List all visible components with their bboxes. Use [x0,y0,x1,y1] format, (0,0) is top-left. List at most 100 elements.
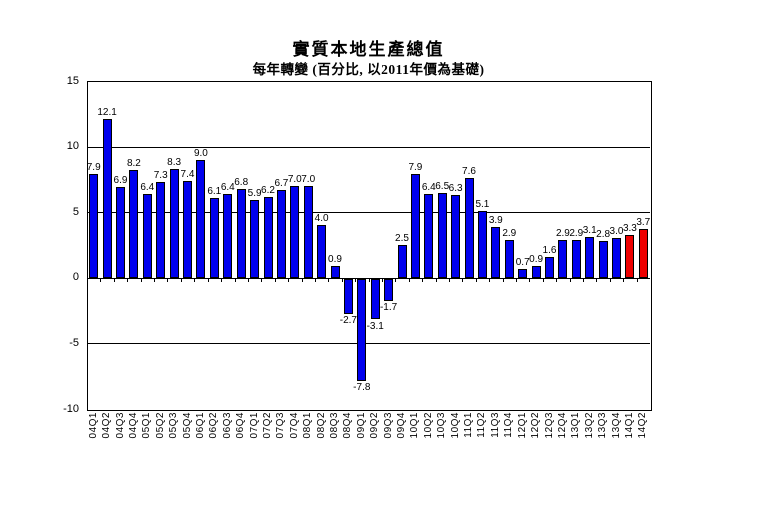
bar-10Q1 [410,174,420,278]
bar-11Q2 [477,210,487,278]
x-axis-label-04Q1: 04Q1 [87,412,99,439]
category-tick [475,277,477,282]
bar-07Q4 [290,186,300,278]
bar-value-label-05Q4: 7.4 [180,168,195,180]
bar-value-label-06Q2: 6.1 [207,185,222,197]
bar-value-label-06Q1: 9.0 [193,147,208,159]
bar-09Q4 [397,245,407,278]
category-tick [381,277,383,282]
bar-value-label-13Q2: 3.1 [582,225,597,237]
category-tick [368,277,370,282]
bar-value-label-12Q1: 0.7 [515,256,530,268]
bar-value-label-04Q2: 12.1 [97,107,117,118]
x-axis-label-07Q3: 07Q3 [275,412,287,439]
category-tick [489,277,491,282]
x-axis-label-05Q3: 05Q3 [168,412,180,439]
category-tick [154,277,155,282]
y-axis-label-10: 10 [66,140,79,153]
x-axis-label-11Q4: 11Q4 [503,412,515,438]
bar-value-label-08Q4: -2.7 [339,315,357,327]
x-axis-label-06Q1: 06Q1 [194,412,206,439]
bar-value-label-11Q1: 7.6 [462,166,476,178]
bar-value-label-13Q4: 3.0 [609,226,624,238]
category-tick [462,277,464,282]
category-tick [556,277,558,282]
bar-value-label-10Q1: 7.9 [408,162,423,174]
x-axis-label-08Q4: 08Q4 [342,412,354,439]
bar-value-label-12Q3: 1.6 [542,244,557,256]
x-axis-label-09Q4: 09Q4 [396,412,407,439]
bar-13Q2 [585,237,595,278]
bar-13Q3 [598,241,608,278]
category-tick [288,277,290,282]
category-tick [140,277,142,282]
category-tick [234,277,236,282]
bar-11Q1 [464,178,474,278]
bar-07Q2 [263,196,273,278]
bar-07Q1 [250,200,260,278]
x-axis-label-08Q2: 08Q2 [315,412,327,439]
bar-value-label-04Q1: 7.9 [86,162,101,174]
bar-14Q2 [638,229,648,278]
x-axis-label-04Q3: 04Q3 [114,412,126,439]
category-tick [180,277,182,282]
category-tick [127,277,129,282]
bar-value-label-06Q4: 6.8 [234,176,249,188]
x-axis-label-13Q1: 13Q1 [570,412,582,439]
x-axis-label-12Q3: 12Q3 [543,412,555,439]
bar-06Q2 [209,197,219,278]
bar-09Q1 [357,278,367,382]
bar-06Q3 [223,193,233,278]
bar-11Q4 [504,239,514,278]
category-tick [167,277,169,282]
category-tick [100,277,102,282]
x-axis-label-10Q4: 10Q4 [449,412,461,439]
x-axis-label-08Q1: 08Q1 [302,412,314,439]
x-axis-label-07Q1: 07Q1 [248,412,260,439]
category-tick [623,277,625,282]
category-tick [355,277,357,282]
bar-value-label-11Q2: 5.1 [475,198,490,210]
bar-value-label-07Q2: 6.2 [261,184,275,196]
category-tick [502,277,504,282]
bar-13Q1 [571,239,581,278]
gridline [87,212,650,214]
category-tick [341,277,343,282]
x-axis-label-14Q2: 14Q2 [637,412,649,439]
category-tick [435,277,437,282]
bar-value-label-07Q4: 7.0 [287,174,302,185]
x-axis-label-05Q1: 05Q1 [141,412,153,439]
category-tick [328,277,330,282]
bar-09Q3 [384,278,394,302]
category-tick [194,277,196,282]
category-tick [542,277,544,282]
bar-10Q2 [424,193,434,278]
bar-value-label-07Q1: 5.9 [247,188,262,200]
bar-value-label-13Q3: 2.8 [596,229,611,241]
x-axis-label-09Q2: 09Q2 [369,412,381,439]
bar-05Q1 [142,193,152,278]
category-tick [516,277,517,282]
category-tick [636,277,638,282]
x-axis-label-13Q2: 13Q2 [583,412,595,439]
bar-value-label-07Q3: 6.7 [274,177,289,189]
plot-area [87,81,652,411]
bar-value-label-11Q4: 2.9 [502,227,517,239]
x-axis-label-06Q4: 06Q4 [235,412,247,439]
x-axis-label-13Q4: 13Q4 [610,412,622,439]
bar-05Q4 [183,180,192,278]
bar-value-label-09Q3: -1.7 [379,302,398,314]
x-axis-label-06Q3: 06Q3 [221,412,233,439]
y-axis-label-5: 5 [72,205,79,218]
bar-09Q2 [370,278,380,320]
bar-05Q3 [169,168,179,278]
bar-value-label-14Q1: 3.3 [622,222,637,234]
bar-value-label-10Q2: 6.4 [421,181,436,193]
bar-value-label-08Q2: 4.0 [314,213,329,225]
bar-10Q3 [437,192,447,278]
y-axis-label--5: -5 [69,336,79,349]
x-axis-label-11Q3: 11Q3 [489,412,501,438]
bar-value-label-09Q4: 2.5 [395,233,409,244]
x-axis-label-06Q2: 06Q2 [208,412,220,439]
